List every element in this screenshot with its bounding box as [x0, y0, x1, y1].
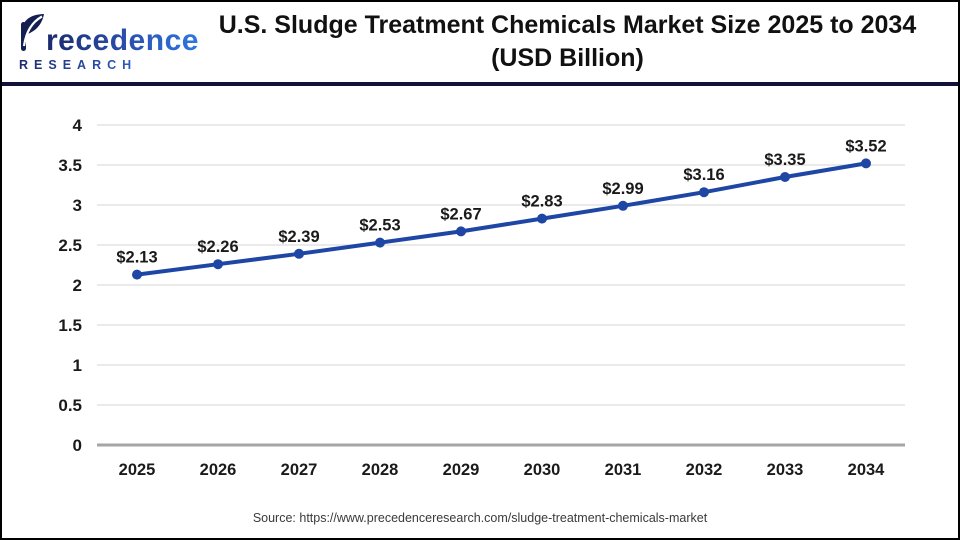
x-axis-tick-label: 2027: [281, 461, 318, 479]
header: recedence RESEARCH U.S. Sludge Treatment…: [2, 2, 958, 82]
x-axis-tick-label: 2028: [362, 461, 399, 479]
header-separator-rule: [2, 82, 958, 86]
y-axis-tick-label: 1.5: [58, 316, 82, 335]
y-axis-tick-label: 2: [73, 276, 82, 295]
y-axis-tick-label: 4: [73, 116, 83, 135]
data-point-label: $2.13: [116, 249, 157, 267]
data-point-label: $3.16: [683, 166, 724, 184]
x-axis-tick-label: 2032: [686, 461, 723, 479]
data-point-marker: [456, 226, 466, 237]
x-axis-tick-label: 2029: [443, 461, 480, 479]
x-axis-tick-label: 2030: [524, 461, 561, 479]
data-point-marker: [294, 248, 304, 259]
y-axis-tick-label: 2.5: [58, 236, 82, 255]
data-point-marker: [132, 269, 142, 280]
market-line-chart: 0 0.5 1 1.5 2 2.5 3 3.5 4 2025 2026 2027 2028 2029 203…: [58, 116, 905, 479]
precedence-research-logo: recedence RESEARCH: [2, 12, 198, 72]
logo-brand-text: recedence: [46, 24, 199, 58]
y-axis-tick-label: 0.5: [58, 396, 82, 415]
chart-title-line1: U.S. Sludge Treatment Chemicals Market S…: [218, 11, 917, 39]
data-point-label: $2.83: [521, 193, 562, 211]
footer: Source: https://www.precedenceresearch.c…: [2, 506, 958, 538]
data-point-label: $2.39: [278, 228, 319, 246]
data-point-label: $2.99: [602, 180, 643, 198]
x-axis-tick-label: 2031: [605, 461, 642, 479]
leaf-p-logo-icon: [18, 13, 45, 56]
series-line: [135, 161, 868, 277]
y-axis-tick-label: 0: [73, 436, 82, 455]
data-point-label: $3.52: [845, 137, 886, 155]
chart-title-line2: (USD Billion): [491, 44, 644, 72]
source-citation: Source: https://www.precedenceresearch.c…: [252, 511, 708, 525]
data-point-marker: [213, 259, 223, 270]
data-point-marker: [861, 158, 871, 169]
data-point-marker: [537, 213, 547, 224]
data-point-marker: [780, 172, 790, 182]
x-axis-tick-label: 2033: [767, 461, 804, 479]
logo-subtitle-text: RESEARCH: [19, 59, 187, 72]
data-point-marker: [699, 187, 709, 198]
data-point-label: $2.67: [440, 205, 481, 223]
data-point-label: $2.53: [359, 217, 400, 235]
data-point-label: $2.26: [197, 238, 238, 256]
data-point-label: $3.35: [764, 151, 805, 169]
y-axis-tick-label: 3: [73, 196, 82, 215]
x-axis-tick-label: 2026: [200, 461, 237, 479]
data-point-marker: [375, 237, 385, 248]
chart-area: 0 0.5 1 1.5 2 2.5 3 3.5 4 2025 2026 2027 2028 2029 203…: [2, 86, 958, 506]
y-axis-tick-label: 1: [73, 356, 82, 375]
data-point-marker: [618, 200, 628, 211]
x-axis-tick-label: 2025: [119, 461, 156, 479]
logo-wordmark: recedence: [18, 14, 198, 56]
y-axis-tick-label: 3.5: [58, 156, 82, 175]
x-axis-tick-label: 2034: [848, 461, 886, 479]
chart-title: U.S. Sludge Treatment Chemicals Market S…: [187, 9, 958, 75]
